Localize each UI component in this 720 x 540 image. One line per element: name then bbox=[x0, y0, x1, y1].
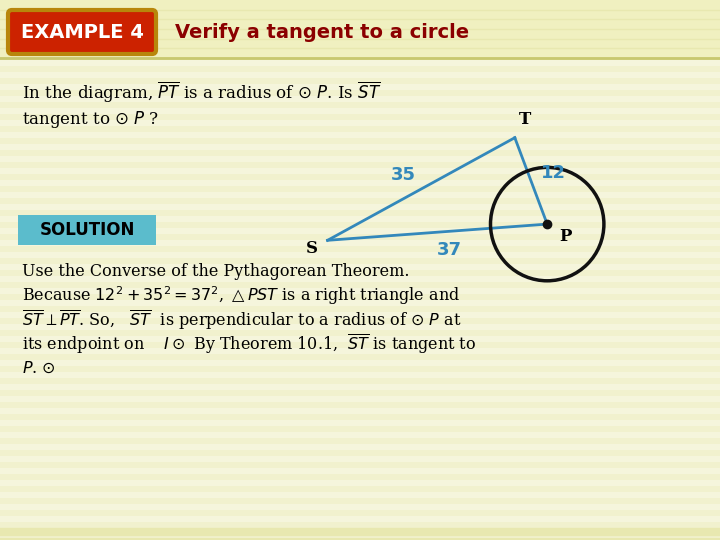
Bar bbox=[0, 486, 720, 492]
Bar bbox=[18, 215, 156, 245]
Text: In the diagram, $\overline{PT}$ is a radius of $\odot$ $P$. Is $\overline{ST}$: In the diagram, $\overline{PT}$ is a rad… bbox=[22, 79, 382, 105]
Bar bbox=[0, 450, 720, 456]
Bar bbox=[0, 30, 720, 36]
Bar bbox=[0, 414, 720, 420]
Bar bbox=[0, 90, 720, 96]
Bar bbox=[0, 462, 720, 468]
Bar bbox=[0, 366, 720, 372]
Bar bbox=[0, 294, 720, 300]
Text: $\overline{ST} \perp \overline{PT}$. So,   $\overline{ST}$  is perpendicular to : $\overline{ST} \perp \overline{PT}$. So,… bbox=[22, 308, 462, 332]
Bar bbox=[0, 498, 720, 504]
Text: Because $12^2 + 35^2 = 37^2$, $\triangle$$PST$ is a right triangle and: Because $12^2 + 35^2 = 37^2$, $\triangle… bbox=[22, 285, 460, 307]
Text: $P$. $\odot$: $P$. $\odot$ bbox=[22, 360, 55, 376]
Bar bbox=[0, 18, 720, 24]
Text: its endpoint on    $I\odot$ By Theorem 10.1,  $\overline{ST}$ is tangent to: its endpoint on $I\odot$ By Theorem 10.1… bbox=[22, 332, 476, 356]
Bar bbox=[0, 198, 720, 204]
Bar bbox=[0, 66, 720, 72]
Bar bbox=[0, 174, 720, 180]
Bar bbox=[0, 138, 720, 144]
Bar bbox=[0, 210, 720, 216]
Bar bbox=[0, 390, 720, 396]
Bar bbox=[0, 54, 720, 60]
Text: P: P bbox=[559, 227, 572, 245]
Text: S: S bbox=[305, 240, 318, 257]
Bar bbox=[0, 6, 720, 12]
Bar bbox=[0, 42, 720, 48]
Bar bbox=[0, 306, 720, 312]
Bar bbox=[0, 222, 720, 228]
Text: tangent to $\odot$ $P$ ?: tangent to $\odot$ $P$ ? bbox=[22, 110, 159, 131]
Bar bbox=[0, 234, 720, 240]
Bar bbox=[0, 402, 720, 408]
Bar bbox=[0, 534, 720, 540]
Bar bbox=[0, 246, 720, 252]
Text: T: T bbox=[518, 111, 531, 128]
Bar bbox=[0, 378, 720, 384]
Bar bbox=[0, 438, 720, 444]
Text: Use the Converse of the Pythagorean Theorem.: Use the Converse of the Pythagorean Theo… bbox=[22, 264, 410, 280]
Bar bbox=[0, 150, 720, 156]
Bar bbox=[0, 510, 720, 516]
Bar bbox=[0, 342, 720, 348]
Bar bbox=[0, 354, 720, 360]
Text: Verify a tangent to a circle: Verify a tangent to a circle bbox=[175, 23, 469, 42]
Bar bbox=[0, 114, 720, 120]
Bar bbox=[0, 78, 720, 84]
Text: 12: 12 bbox=[541, 164, 565, 182]
Text: EXAMPLE 4: EXAMPLE 4 bbox=[21, 23, 143, 42]
Bar bbox=[0, 270, 720, 276]
Text: 37: 37 bbox=[437, 241, 462, 259]
Bar bbox=[0, 318, 720, 324]
Text: 35: 35 bbox=[391, 166, 415, 184]
FancyBboxPatch shape bbox=[8, 10, 156, 54]
Bar bbox=[0, 126, 720, 132]
Bar bbox=[0, 162, 720, 168]
Text: SOLUTION: SOLUTION bbox=[40, 221, 135, 239]
Bar bbox=[0, 102, 720, 108]
Bar bbox=[0, 426, 720, 432]
Bar bbox=[0, 0, 720, 58]
Bar bbox=[0, 186, 720, 192]
Bar bbox=[0, 474, 720, 480]
Bar bbox=[0, 522, 720, 528]
Bar bbox=[0, 258, 720, 264]
Bar bbox=[0, 330, 720, 336]
Bar bbox=[0, 282, 720, 288]
